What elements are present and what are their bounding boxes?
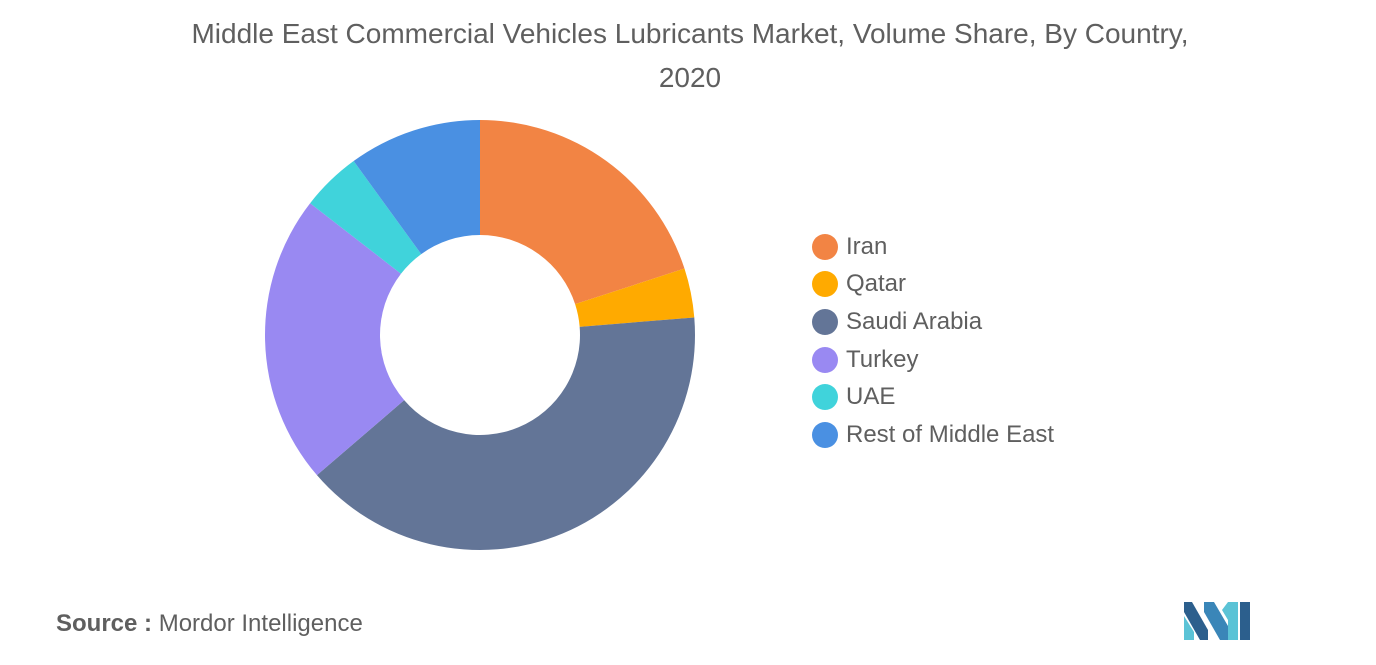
mordor-intelligence-logo-icon [1184,602,1250,640]
legend-item-qatar: Qatar [812,266,1054,304]
legend-label-qatar: Qatar [846,270,907,298]
slice-uae [310,161,422,274]
source-text: Mordor Intelligence [158,610,363,637]
legend-label-uae: UAE [846,383,896,411]
slice-rest-of-middle-east [353,120,480,255]
legend-label-iran: Iran [846,232,888,260]
legend-swatch-rest-of-middle-east [812,421,838,448]
legend-item-uae: UAE [812,378,1054,416]
legend-item-iran: Iran [812,228,1054,266]
slice-iran [480,120,685,305]
legend-swatch-turkey [812,346,838,373]
legend-label-turkey: Turkey [846,345,919,373]
slice-qatar [575,268,695,327]
slice-turkey [264,203,405,476]
legend-item-saudi-arabia: Saudi Arabia [812,303,1054,341]
legend-swatch-saudi-arabia [812,308,838,335]
legend-swatch-qatar [812,271,838,298]
legend-swatch-iran [812,233,838,260]
legend-label-rest-of-middle-east: Rest of Middle East [846,420,1055,448]
legend-item-rest-of-middle-east: Rest of Middle East [812,416,1054,454]
legend-swatch-uae [812,384,838,411]
legend-label-saudi-arabia: Saudi Arabia [846,307,983,335]
legend-item-turkey: Turkey [812,341,1054,379]
chart-legend: Iran Qatar Saudi Arabia Turkey UAE Rest of Mi… [812,228,1054,454]
source-note: Source : Mordor Intelligence [56,610,363,638]
source-label: Source : [56,610,153,637]
chart-title: Middle East Commercial Vehicles Lubrican… [191,18,1189,93]
slice-saudi-arabia [316,317,696,550]
